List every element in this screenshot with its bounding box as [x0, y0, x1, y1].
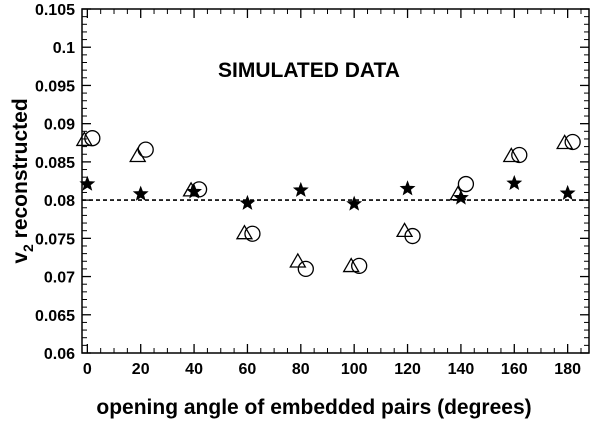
x-tick-label: 40: [185, 361, 203, 378]
star-marker: [132, 185, 149, 201]
y-tick-label: 0.095: [35, 78, 75, 95]
y-axis-title: v2 reconstructed: [9, 98, 36, 263]
y-tick-label: 0.085: [35, 155, 75, 172]
y-tick-label: 0.07: [44, 270, 75, 287]
y-tick-label: 0.075: [35, 231, 75, 248]
star-marker: [346, 195, 363, 211]
circle-marker: [137, 141, 154, 158]
circle-marker: [84, 130, 101, 147]
y-tick-label: 0.105: [35, 2, 75, 19]
y-tick-label: 0.09: [44, 117, 75, 134]
y-tick-label: 0.06: [44, 346, 75, 363]
y-axis-title-rest: reconstructed: [9, 98, 32, 244]
y-tick-label: 0.1: [53, 40, 75, 57]
star-marker: [559, 184, 576, 200]
x-tick-label: 140: [448, 361, 475, 378]
x-tick-label: 100: [341, 361, 368, 378]
x-axis-title: opening angle of embedded pairs (degrees…: [96, 396, 531, 419]
circle-marker: [190, 181, 208, 198]
y-axis-title-main: v: [9, 252, 32, 264]
star-marker: [79, 175, 96, 191]
circle-marker: [511, 146, 528, 164]
triangle-marker: [556, 134, 574, 150]
x-tick-label: 120: [394, 361, 421, 378]
star-marker: [292, 181, 309, 197]
triangle-marker: [289, 252, 307, 268]
axis-ticks: 0.060.0650.070.0750.080.0850.090.0950.10…: [35, 2, 589, 378]
circle-marker: [457, 175, 475, 193]
triangle-marker: [182, 181, 200, 197]
y-axis-title-subscript: 2: [20, 244, 36, 252]
star-marker: [239, 194, 256, 210]
x-tick-label: 60: [239, 361, 257, 378]
x-tick-label: 160: [501, 361, 528, 378]
star-marker: [399, 180, 416, 196]
data-marks: [75, 130, 581, 278]
circle-marker: [564, 133, 581, 151]
star-marker: [506, 174, 523, 191]
circle-marker: [351, 257, 368, 275]
star-marker: [452, 189, 469, 205]
x-tick-label: 0: [83, 361, 92, 378]
triangle-marker: [395, 222, 414, 238]
x-tick-label: 20: [132, 361, 150, 378]
triangle-marker: [342, 257, 360, 273]
y-tick-label: 0.08: [44, 193, 75, 210]
plot-frame: [81, 8, 590, 354]
circle-marker: [297, 260, 314, 278]
triangle-marker: [75, 131, 93, 147]
triangle-marker: [129, 147, 147, 163]
triangle-marker: [235, 224, 254, 240]
chart-annotation: SIMULATED DATA: [218, 59, 400, 82]
triangle-marker: [502, 147, 520, 163]
x-tick-label: 180: [554, 361, 581, 378]
x-tick-label: 80: [292, 361, 310, 378]
y-tick-label: 0.065: [35, 308, 75, 325]
circle-marker: [244, 225, 261, 242]
circle-marker: [404, 227, 421, 245]
triangle-marker: [449, 185, 467, 201]
